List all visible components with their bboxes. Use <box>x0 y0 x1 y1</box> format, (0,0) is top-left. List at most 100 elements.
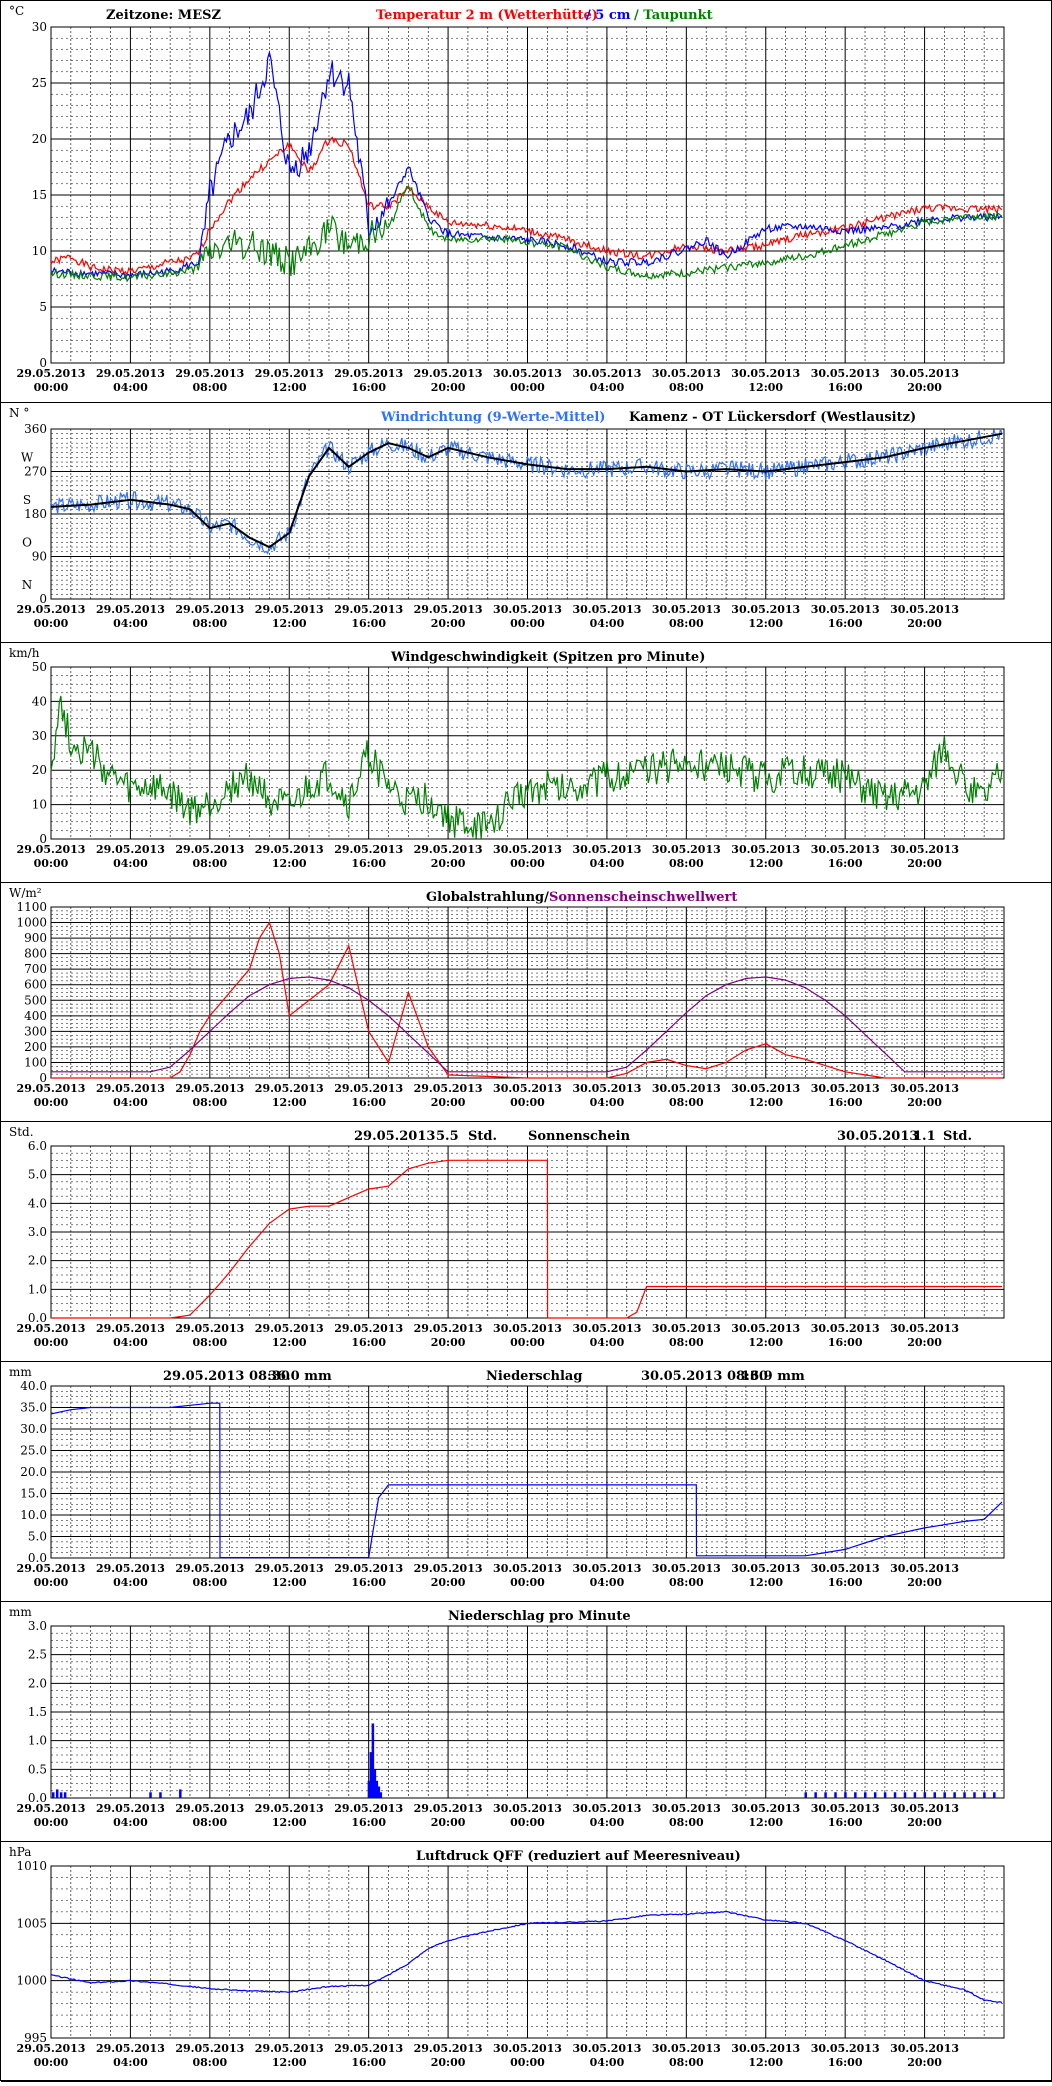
x-tick-time: 20:00 <box>431 1096 466 1109</box>
x-tick-date: 30.05.2013 <box>493 2042 562 2055</box>
precip-bar <box>149 1792 152 1798</box>
precip-minute-chart: mm 0.0 0.5 1.0 1.5 2.0 2.5 3.0 Niederschlag pro … <box>9 1605 1005 1829</box>
x-tick-date: 30.05.2013 <box>811 1802 880 1815</box>
x-tick-date: 30.05.2013 <box>493 367 562 380</box>
x-tick-date: 30.05.2013 <box>493 1562 562 1575</box>
precip-bar <box>873 1792 877 1798</box>
x-tick-date: 29.05.2013 <box>334 603 403 616</box>
y-tick-label: 6.0 <box>28 1139 47 1153</box>
precip-bar <box>993 1792 996 1798</box>
x-tick-date: 30.05.2013 <box>652 1802 721 1815</box>
chart-title-part: 29.05.2013 08:30 <box>163 1369 290 1384</box>
x-tick-time: 12:00 <box>748 1336 783 1349</box>
y-tick-label: 500 <box>24 993 47 1007</box>
grid <box>51 1626 1004 1798</box>
y-tick-label: 50 <box>32 660 47 674</box>
y-tick-label: 90 <box>32 550 47 564</box>
x-tick-time: 12:00 <box>748 1576 783 1589</box>
chart-title-part: 29.05.2013 <box>354 1129 435 1144</box>
x-tick-date: 29.05.2013 <box>175 1322 244 1335</box>
x-tick-date: 30.05.2013 <box>731 1562 800 1575</box>
x-tick-time: 08:00 <box>669 1576 704 1589</box>
x-tick-time: 16:00 <box>828 617 863 630</box>
wind-direction-chart: N ° 0 90 180 270 360 N O S W Windrichtung (9-Werte… <box>9 406 1005 630</box>
x-tick-time: 00:00 <box>510 1096 545 1109</box>
y-tick-label: 40.0 <box>20 1379 47 1393</box>
x-tick-time: 00:00 <box>34 381 69 394</box>
x-tick-date: 29.05.2013 <box>414 843 483 856</box>
precip-bar <box>824 1792 827 1798</box>
y-tick-label: 0.5 <box>28 1762 47 1776</box>
chart-title-part: 30.05.2013 <box>837 1129 918 1144</box>
precip-bar <box>371 1723 375 1798</box>
x-tick-date: 29.05.2013 <box>414 1802 483 1815</box>
x-tick-time: 04:00 <box>590 1336 625 1349</box>
x-tick-time: 12:00 <box>272 381 307 394</box>
x-tick-date: 30.05.2013 <box>572 2042 641 2055</box>
x-tick-date: 30.05.2013 <box>572 843 641 856</box>
y-tick-label: 25.0 <box>20 1444 47 1458</box>
series-line-1 <box>50 50 1003 281</box>
y-tick-label: 180 <box>24 507 47 521</box>
x-tick-time: 00:00 <box>34 1816 69 1829</box>
x-tick-date: 29.05.2013 <box>414 1562 483 1575</box>
chart-title-part: Windrichtung (9-Werte-Mittel) <box>380 410 605 425</box>
x-tick-time: 04:00 <box>113 381 148 394</box>
x-tick-date: 30.05.2013 <box>731 2042 800 2055</box>
x-tick-time: 20:00 <box>907 1336 942 1349</box>
y-tick-label: 1100 <box>16 900 47 914</box>
precip-bar <box>963 1792 966 1798</box>
radiation-panel: W/m² 0 100 200 300 400 500 600 700 800 900 1000 1100… <box>1 883 1052 1122</box>
temperature-panel: °C 0 5 10 15 20 25 30 Zeitzone: MESZ Temperatur 2… <box>1 1 1052 403</box>
precip-bar <box>55 1789 59 1798</box>
x-tick-date: 30.05.2013 <box>731 1802 800 1815</box>
x-tick-time: 08:00 <box>192 857 227 870</box>
x-tick-date: 29.05.2013 <box>175 1802 244 1815</box>
x-tick-time: 08:00 <box>669 1816 704 1829</box>
x-tick-time: 12:00 <box>272 857 307 870</box>
y-tick-label: 0 <box>39 592 47 606</box>
series-line-0 <box>50 1910 1003 2004</box>
pressure-panel: hPa 995 1000 1005 1010 Luftdruck QFF (reduzie… <box>1 1842 1052 2082</box>
y-tick-label: 3.0 <box>28 1619 47 1633</box>
grid <box>51 27 1004 363</box>
x-tick-date: 29.05.2013 <box>255 1562 324 1575</box>
series-line-0 <box>51 921 1002 1079</box>
y-tick-label: 995 <box>24 2031 47 2045</box>
y-tick-label: 30 <box>32 20 47 34</box>
x-tick-time: 04:00 <box>113 1816 148 1829</box>
x-tick-time: 00:00 <box>34 857 69 870</box>
x-tick-date: 30.05.2013 <box>572 1802 641 1815</box>
y-tick-label: 15 <box>32 188 47 202</box>
x-tick-time: 00:00 <box>510 857 545 870</box>
x-tick-time: 04:00 <box>590 381 625 394</box>
unit-label: N ° <box>9 406 29 420</box>
x-tick-time: 12:00 <box>748 1096 783 1109</box>
x-tick-date: 29.05.2013 <box>334 1322 403 1335</box>
x-tick-date: 30.05.2013 <box>811 843 880 856</box>
precip-bar <box>903 1792 907 1798</box>
precip-bar <box>943 1792 946 1798</box>
x-tick-time: 00:00 <box>510 1336 545 1349</box>
x-tick-time: 08:00 <box>192 1336 227 1349</box>
x-tick-time: 16:00 <box>828 381 863 394</box>
precip-bar <box>59 1792 63 1798</box>
x-tick-date: 30.05.2013 <box>890 1082 959 1095</box>
pressure-chart: hPa 995 1000 1005 1010 Luftdruck QFF (reduzie… <box>9 1845 1005 2069</box>
chart-title-part: Std. <box>943 1129 972 1144</box>
x-tick-date: 30.05.2013 <box>811 367 880 380</box>
x-tick-time: 20:00 <box>431 381 466 394</box>
x-tick-date: 30.05.2013 <box>493 1322 562 1335</box>
sunshine-chart: Std.0.01.02.03.04.05.06.029.05.2013 5.5 St… <box>9 1125 1005 1349</box>
chart-title-part: 1.1 <box>913 1129 936 1144</box>
x-tick-date: 29.05.2013 <box>334 843 403 856</box>
x-tick-date: 30.05.2013 <box>811 2042 880 2055</box>
precip-bar <box>379 1792 383 1798</box>
x-tick-date: 29.05.2013 <box>96 1322 165 1335</box>
sunshine-panel: Std. 0.0 1.0 2.0 3.0 4.0 5.0 6.0 29.05.2013 5.5 St… <box>1 1122 1052 1362</box>
x-tick-time: 04:00 <box>590 2056 625 2069</box>
x-tick-time: 12:00 <box>272 1096 307 1109</box>
y-tick-label: 30 <box>32 729 47 743</box>
y-tick-label: 1010 <box>16 1859 47 1873</box>
precip-bar <box>179 1789 182 1798</box>
